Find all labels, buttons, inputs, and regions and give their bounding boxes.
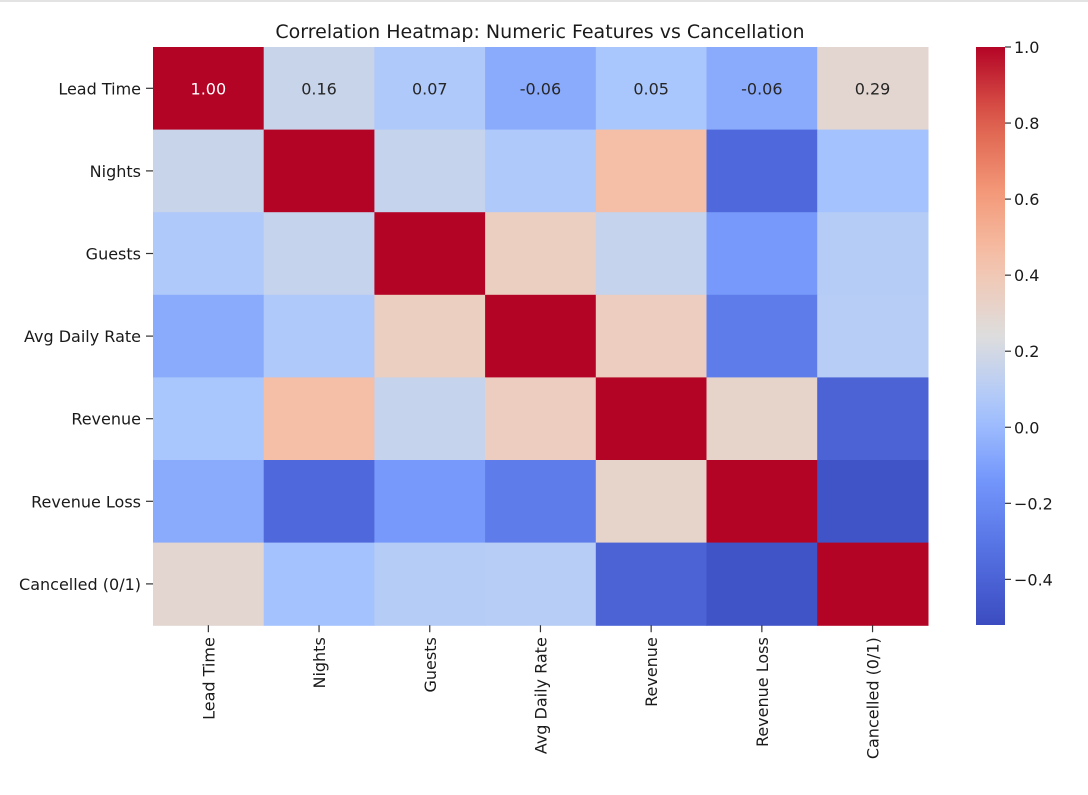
cell-annotation: 1.00 [191, 79, 227, 98]
heatmap-cell [485, 212, 597, 296]
heatmap-cell [374, 129, 486, 213]
heatmap-cell [817, 212, 929, 296]
heatmap-cell [263, 47, 375, 131]
colorbar-tick-label: −0.4 [1014, 570, 1053, 589]
heatmap-cells [153, 47, 929, 626]
chart-title: Correlation Heatmap: Numeric Features vs… [275, 21, 804, 43]
column-label: Guests [421, 637, 440, 692]
heatmap-cell [706, 377, 818, 461]
colorbar-tick-label: 0.6 [1014, 190, 1039, 209]
row-label: Guests [86, 245, 141, 264]
colorbar-tick-label: 0.8 [1014, 114, 1039, 133]
heatmap-cell [263, 294, 375, 378]
colorbar-tick-label: 0.0 [1014, 418, 1039, 437]
cell-annotation: -0.06 [520, 79, 561, 98]
colorbar-tick-label: −0.2 [1014, 494, 1053, 513]
row-label: Revenue Loss [31, 492, 141, 511]
heatmap-cell [153, 460, 265, 544]
cell-annotations: 1.00 0.16 0.07 -0.06 0.05 -0.06 0.29 [191, 79, 891, 98]
heatmap-cell [485, 460, 597, 544]
heatmap-cell [263, 542, 375, 626]
row-label: Lead Time [58, 79, 141, 98]
column-label: Revenue Loss [753, 637, 772, 747]
row-label: Cancelled (0/1) [19, 575, 141, 594]
column-label: Avg Daily Rate [531, 637, 550, 754]
heatmap-cell [153, 377, 265, 461]
row-label: Nights [90, 162, 141, 181]
heatmap-cell [485, 129, 597, 213]
cell-annotation: 0.16 [301, 79, 337, 98]
heatmap-cell [153, 47, 265, 131]
heatmap-cell [595, 129, 708, 213]
column-label: Nights [310, 637, 329, 688]
heatmap-cell [263, 212, 375, 296]
heatmap-cell [595, 460, 708, 544]
heatmap-cell [153, 212, 265, 296]
heatmap-cell [485, 377, 597, 461]
heatmap-cell [817, 47, 929, 131]
cell-annotation: 0.05 [633, 79, 669, 98]
heatmap-cell [595, 212, 708, 296]
cell-annotation: 0.07 [412, 79, 448, 98]
heatmap-cell [817, 129, 929, 213]
heatmap-cell [706, 47, 818, 131]
heatmap-cell [485, 294, 597, 378]
colorbar-gradient [976, 47, 1005, 625]
column-label: Revenue [642, 637, 661, 707]
heatmap-cell [374, 377, 486, 461]
heatmap-cell [263, 129, 375, 213]
heatmap-cell [153, 294, 265, 378]
heatmap-cell [595, 47, 708, 131]
heatmap-cell [706, 212, 818, 296]
heatmap-cell [374, 460, 486, 544]
heatmap-cell [485, 47, 597, 131]
heatmap-cell [374, 212, 486, 296]
heatmap-cell [374, 542, 486, 626]
column-labels: Lead Time Nights Guests Avg Daily Rate Reven… [199, 625, 883, 759]
row-label: Revenue [71, 410, 141, 429]
row-label: Avg Daily Rate [24, 327, 141, 346]
heatmap-cell [263, 377, 375, 461]
colorbar-tick-label: 0.4 [1014, 266, 1039, 285]
colorbar: 1.0 0.8 0.6 0.4 0.2 0.0 −0.2 −0.4 [976, 38, 1053, 625]
heatmap-cell [817, 377, 929, 461]
heatmap-cell [595, 377, 708, 461]
cell-annotation: -0.06 [741, 79, 782, 98]
heatmap-cell [153, 542, 265, 626]
heatmap-cell [153, 129, 265, 213]
heatmap-cell [595, 542, 708, 626]
row-labels: Lead Time Nights Guests Avg Daily Rate Reven… [19, 79, 153, 594]
heatmap-cell [595, 294, 708, 378]
heatmap-cell [817, 460, 929, 544]
heatmap-cell [374, 294, 486, 378]
heatmap-cell [706, 294, 818, 378]
heatmap-cell [817, 542, 929, 626]
top-border [0, 0, 1088, 2]
column-label: Lead Time [199, 637, 218, 720]
heatmap-cell [706, 460, 818, 544]
heatmap-cell [374, 47, 486, 131]
heatmap-cell [485, 542, 597, 626]
colorbar-tick-label: 0.2 [1014, 342, 1039, 361]
colorbar-tick-label: 1.0 [1014, 38, 1039, 57]
heatmap-cell [817, 294, 929, 378]
heatmap-cell [706, 129, 818, 213]
heatmap-cell [706, 542, 818, 626]
cell-annotation: 0.29 [855, 79, 891, 98]
column-label: Cancelled (0/1) [864, 637, 883, 759]
heatmap-cell [263, 460, 375, 544]
